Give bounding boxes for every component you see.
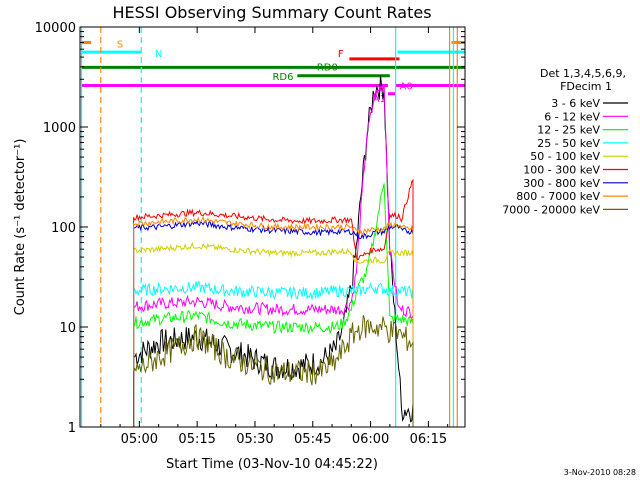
x-tick-label-0: 05:00	[121, 432, 158, 447]
status-label-a0: A0	[399, 82, 412, 93]
x-tick-label-5: 06:15	[410, 432, 447, 447]
legend-label-1: 6 - 12 keV	[544, 110, 600, 123]
y-tick-label-2: 100	[51, 221, 76, 236]
status-label-rd6: RD6	[272, 72, 293, 83]
series-line-3	[133, 280, 414, 427]
legend-label-3: 25 - 50 keV	[537, 137, 600, 150]
chart-title: HESSI Observing Summary Count Rates	[112, 3, 431, 22]
legend-label-0: 3 - 6 keV	[551, 97, 600, 110]
series-line-2	[133, 183, 414, 427]
y-axis-label: Count Rate (s⁻¹ detector⁻¹)	[13, 139, 28, 316]
x-axis-label: Start Time (03-Nov-10 04:45:22)	[166, 457, 378, 472]
y-tick-label-4: 10000	[35, 21, 76, 36]
legend-label-5: 100 - 300 keV	[523, 164, 600, 177]
status-label-n: N	[155, 49, 162, 60]
series-line-5	[133, 178, 414, 427]
axes: 05:00 05:15 05:30 05:45 06:00 06:15 1 10 100 1000…	[35, 21, 465, 447]
legend-header-0: Det 1,3,4,5,6,9,	[540, 67, 626, 80]
series-line-8	[133, 315, 414, 427]
x-tick-label-4: 06:00	[352, 432, 389, 447]
series-line-6	[133, 219, 414, 427]
y-tick-label-0: 1	[68, 421, 76, 436]
x-tick-label-2: 05:30	[236, 432, 273, 447]
series-lines	[133, 75, 414, 427]
series-line-1	[133, 84, 414, 427]
legend-label-2: 12 - 25 keV	[537, 124, 600, 137]
legend-label-8: 7000 - 20000 keV	[502, 203, 600, 216]
status-label-rd0: RD0	[317, 62, 338, 73]
y-tick-label-1: 10	[59, 321, 76, 336]
legend-header-1: FDecim 1	[560, 80, 612, 93]
x-tick-label-1: 05:15	[178, 432, 215, 447]
x-tick-label-3: 05:45	[294, 432, 331, 447]
legend-label-4: 50 - 100 keV	[530, 150, 600, 163]
series-line-4	[133, 241, 414, 427]
y-tick-label-3: 1000	[43, 121, 76, 136]
timestamp-text: 3-Nov-2010 08:28	[564, 468, 636, 477]
status-label-f: F	[338, 49, 344, 60]
status-label-s: S	[117, 39, 123, 50]
legend-label-7: 800 - 7000 keV	[516, 190, 600, 203]
series-line-7	[133, 215, 414, 427]
legend-label-6: 300 - 800 keV	[523, 177, 600, 190]
